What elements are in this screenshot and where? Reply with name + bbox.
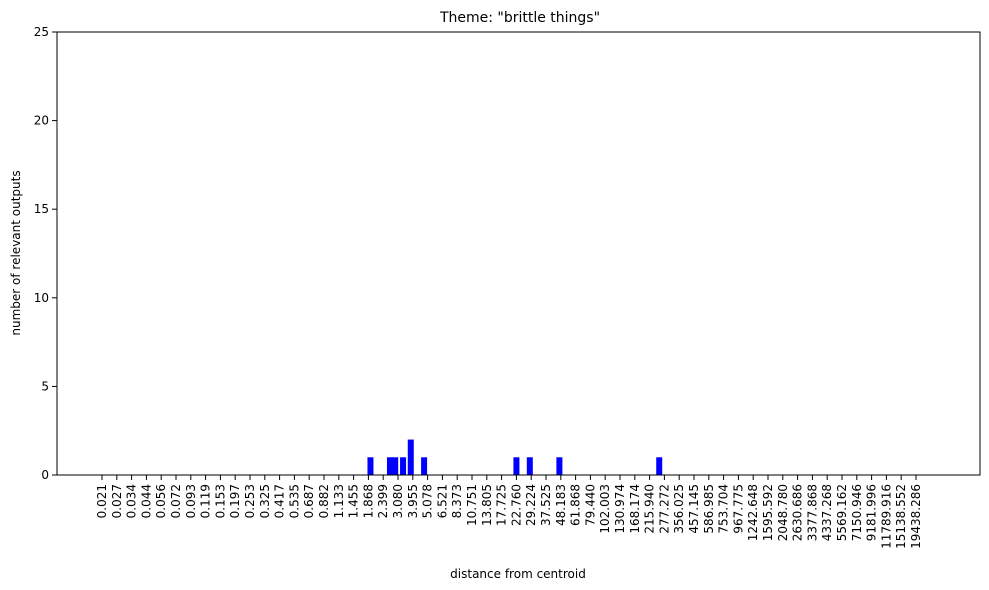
x-tick-label: 0.325 — [258, 484, 272, 518]
x-tick-label: 0.027 — [110, 484, 124, 518]
x-tick-label: 10.751 — [465, 484, 479, 526]
x-tick-label: 0.119 — [199, 484, 213, 518]
x-tick-label: 356.025 — [672, 484, 686, 534]
plot-area: 0 5 10 15 20 25 0.021 0.027 0.034 0.044 0.056 0.072… — [34, 25, 923, 549]
x-tick-label: 1595.592 — [761, 484, 775, 541]
y-tick-label: 25 — [34, 25, 49, 39]
x-tick-label: 2630.686 — [791, 484, 805, 541]
x-tick-label: 0.021 — [95, 484, 109, 518]
x-tick-label: 3.080 — [391, 484, 405, 518]
x-tick-label: 0.093 — [184, 484, 198, 518]
x-tick-label: 0.417 — [273, 484, 287, 518]
x-tick-label: 17.725 — [495, 484, 509, 526]
x-tick-label: 1.868 — [361, 484, 375, 518]
x-tick-label: 1.133 — [332, 484, 346, 518]
x-tick-label: 6.521 — [435, 484, 449, 518]
x-tick-label: 168.174 — [628, 484, 642, 534]
x-tick-label: 9181.996 — [865, 484, 879, 541]
x-tick-label: 3.955 — [406, 484, 420, 518]
x-tick-label: 0.197 — [228, 484, 242, 518]
bar — [407, 439, 414, 475]
x-tick-label: 79.440 — [583, 484, 597, 526]
x-tick-label: 0.253 — [243, 484, 257, 518]
x-tick-label: 0.044 — [139, 484, 153, 518]
x-tick-label: 15138.552 — [894, 484, 908, 549]
x-tick-label: 1.455 — [347, 484, 361, 518]
plot-frame — [56, 31, 981, 476]
y-tick-label: 20 — [34, 114, 49, 128]
x-tick-label: 8.373 — [450, 484, 464, 518]
x-tick-label: 215.940 — [643, 484, 657, 534]
x-tick-label: 1242.648 — [746, 484, 760, 541]
bar — [392, 457, 399, 475]
x-tick-label: 29.224 — [524, 484, 538, 526]
bar — [656, 457, 663, 475]
x-tick-label: 0.882 — [317, 484, 331, 518]
x-tick-label: 7150.946 — [850, 484, 864, 541]
bar — [386, 457, 393, 475]
bar — [513, 457, 520, 475]
bar — [421, 457, 428, 475]
x-tick-label: 0.535 — [287, 484, 301, 518]
x-tick-label: 19438.286 — [909, 484, 923, 549]
x-tick-label: 586.985 — [702, 484, 716, 534]
x-tick-label: 753.704 — [717, 484, 731, 534]
x-tick-label: 0.034 — [125, 484, 139, 518]
x-tick-label: 2.399 — [376, 484, 390, 518]
x-tick-label: 277.272 — [657, 484, 671, 534]
x-tick-label: 3377.868 — [805, 484, 819, 541]
x-tick-label: 11789.916 — [879, 484, 893, 549]
y-tick-label: 5 — [41, 379, 49, 393]
x-tick-label: 2048.780 — [776, 484, 790, 541]
y-tick-label: 15 — [34, 202, 49, 216]
x-tick-label: 0.153 — [213, 484, 227, 518]
x-tick-label: 37.525 — [539, 484, 553, 526]
x-tick-label: 13.805 — [480, 484, 494, 526]
x-tick-label: 0.056 — [154, 484, 168, 518]
x-tick-label: 130.974 — [613, 484, 627, 534]
x-tick-label: 0.072 — [169, 484, 183, 518]
x-tick-label: 0.687 — [302, 484, 316, 518]
x-tick-label: 5569.162 — [835, 484, 849, 541]
bar — [400, 457, 407, 475]
bar — [526, 457, 533, 475]
x-tick-label: 967.775 — [731, 484, 745, 534]
x-axis-label: distance from centroid — [450, 567, 586, 581]
x-tick-label: 457.145 — [687, 484, 701, 534]
bar — [556, 457, 563, 475]
y-axis-label: number of relevant outputs — [9, 170, 23, 335]
x-tick-label: 48.183 — [554, 484, 568, 526]
chart-title: Theme: "brittle things" — [439, 10, 600, 26]
x-tick-label: 102.003 — [598, 484, 612, 534]
y-tick-label: 0 — [41, 468, 49, 482]
y-tick-label: 10 — [34, 291, 49, 305]
x-tick-label: 22.760 — [509, 484, 523, 526]
x-tick-label: 61.868 — [569, 484, 583, 526]
x-tick-label: 5.078 — [421, 484, 435, 518]
bar — [367, 457, 374, 475]
x-tick-label: 4337.268 — [820, 484, 834, 541]
